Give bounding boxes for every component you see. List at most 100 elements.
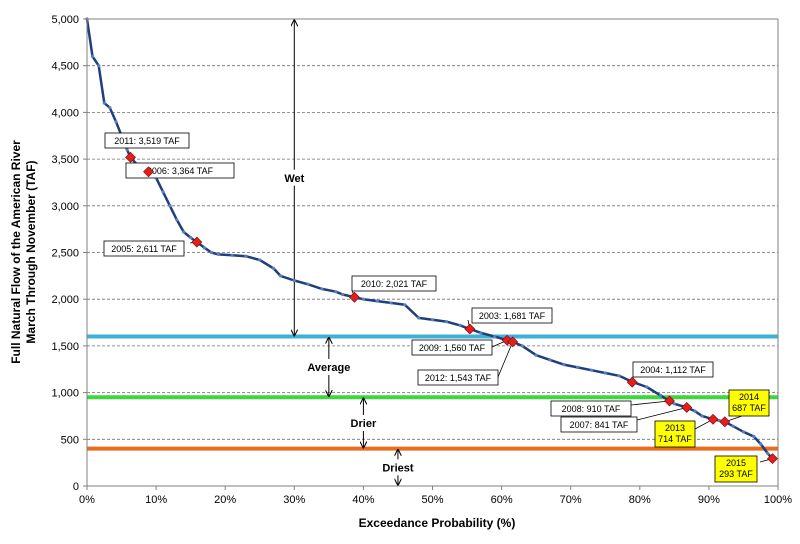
x-tick-label: 90% <box>698 494 720 506</box>
data-point <box>759 442 763 446</box>
x-tick-label: 40% <box>352 494 374 506</box>
x-tick-label: 10% <box>145 494 167 506</box>
data-point <box>375 299 379 303</box>
data-point <box>278 274 283 278</box>
data-point <box>258 258 262 262</box>
data-point <box>189 235 193 240</box>
data-point <box>493 334 497 339</box>
annotation-label: 2012: 1,543 TAF <box>425 373 492 383</box>
y-tick-label: 3,500 <box>51 154 79 166</box>
annotation-label: 2014 <box>739 392 759 402</box>
data-point <box>693 409 697 413</box>
annotation-label: 2011: 3,519 TAF <box>114 136 180 146</box>
data-point <box>752 434 756 439</box>
data-point <box>320 287 324 291</box>
y-tick-label: 1,500 <box>51 341 79 353</box>
y-tick-label: 2,000 <box>51 294 79 306</box>
annotation-label: 2003: 1,681 TAF <box>479 311 546 321</box>
data-point <box>108 106 112 110</box>
highlight-marker <box>664 395 675 407</box>
highlight-marker <box>719 416 731 428</box>
annotation-label: 714 TAF <box>658 434 692 444</box>
data-point <box>306 282 310 286</box>
data-point <box>292 278 296 283</box>
highlight-marker <box>125 151 136 163</box>
exceedance-curve <box>85 18 774 460</box>
y-tick-label: 3,000 <box>51 201 79 213</box>
highlight-marker <box>464 323 476 335</box>
annotation-leader <box>497 341 514 378</box>
x-tick-label: 30% <box>283 494 305 506</box>
annotation-box <box>411 339 493 356</box>
data-point <box>589 368 594 372</box>
x-tick-label: 0% <box>79 494 95 506</box>
data-point <box>430 318 435 322</box>
data-point <box>417 316 421 320</box>
y-tick-label: 4,000 <box>51 107 79 119</box>
data-point <box>403 303 407 307</box>
data-point <box>548 358 552 362</box>
x-tick-label: 70% <box>560 494 582 506</box>
zone-layer: Wet Average Drier Driest <box>284 20 414 485</box>
annotation-box <box>550 400 632 417</box>
annotation-box <box>654 420 696 448</box>
data-point <box>458 323 462 327</box>
data-point <box>244 254 248 258</box>
highlight-marker <box>191 236 203 248</box>
zone-label-wet: Wet <box>284 173 304 185</box>
annotation-box <box>560 416 638 433</box>
highlight-marker <box>507 336 519 348</box>
data-point <box>202 246 207 250</box>
annotation-label: 2006: 3,364 TAF <box>147 166 214 176</box>
annotation-box <box>125 162 235 179</box>
data-point <box>645 385 649 389</box>
annotation-label: 2008: 910 TAF <box>562 404 621 414</box>
highlight-marker <box>707 413 719 425</box>
data-point <box>114 120 118 124</box>
data-point <box>182 230 186 234</box>
data-point <box>230 253 234 257</box>
data-point <box>389 301 393 305</box>
annotation-label: 2010: 2,021 TAF <box>361 279 428 289</box>
data-point <box>168 204 172 208</box>
highlight-marker <box>348 291 360 303</box>
data-point <box>334 290 338 294</box>
data-point <box>576 365 580 369</box>
annotation-box <box>728 389 770 417</box>
x-tick-label: 80% <box>629 494 651 506</box>
series-layer <box>85 17 775 461</box>
data-point <box>672 402 676 406</box>
annotation-label: 2005: 2,611 TAF <box>111 244 177 254</box>
annotation-leader <box>630 400 670 406</box>
data-point <box>520 344 524 348</box>
annotation-box <box>104 132 190 149</box>
annotation-box <box>632 361 714 378</box>
data-point <box>658 393 663 398</box>
x-tick-label: 20% <box>214 494 236 506</box>
data-point <box>603 371 607 375</box>
highlight-marker <box>626 376 638 388</box>
zone-label-average: Average <box>307 362 350 374</box>
data-point <box>125 148 129 152</box>
y-axis-title-line-2: March Through November (TAF) <box>24 160 38 343</box>
highlight-marker <box>767 453 778 465</box>
data-point <box>731 424 735 428</box>
annotation-label: 2015 <box>726 458 746 468</box>
data-point <box>444 320 448 324</box>
annotation-label: 2009: 1,560 TAF <box>419 343 486 353</box>
y-tick-label: 5,000 <box>51 14 79 26</box>
annotation-label: 2013 <box>665 423 685 433</box>
annotation-box <box>417 369 499 386</box>
data-point <box>741 430 746 434</box>
annotation-box <box>351 275 437 292</box>
data-point <box>766 451 770 455</box>
annotation-label: 2004: 1,112 TAF <box>640 365 706 375</box>
y-tick-label: 4,500 <box>51 61 79 73</box>
data-point <box>479 331 483 335</box>
annotation-layer: 2011: 3,519 TAF 2006: 3,364 TAF 2005: 2,61… <box>103 132 778 483</box>
data-point <box>700 414 704 418</box>
data-point <box>341 292 345 297</box>
y-tick-label: 500 <box>61 434 79 446</box>
data-point <box>216 252 220 256</box>
annotation-label: 293 TAF <box>719 469 753 479</box>
